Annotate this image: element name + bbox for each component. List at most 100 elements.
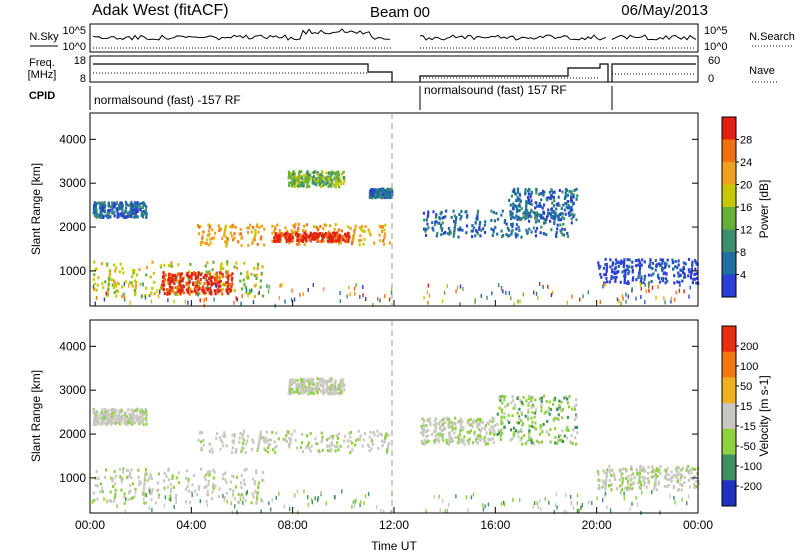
data-cell bbox=[302, 184, 305, 188]
data-cell bbox=[621, 479, 624, 483]
y-tick-label: 4000 bbox=[59, 339, 86, 353]
colorbar-swatch bbox=[722, 351, 736, 378]
data-cell bbox=[527, 198, 530, 202]
data-cell bbox=[223, 496, 226, 500]
data-cell bbox=[115, 409, 118, 413]
data-cell bbox=[240, 473, 243, 477]
data-cell bbox=[517, 209, 521, 213]
data-cell bbox=[556, 223, 559, 227]
data-cell bbox=[654, 259, 657, 263]
data-cell bbox=[519, 438, 522, 442]
data-cell bbox=[110, 408, 113, 412]
data-cell bbox=[365, 297, 367, 301]
data-cell bbox=[299, 292, 301, 297]
data-cell bbox=[238, 232, 241, 236]
data-cell bbox=[197, 225, 201, 229]
data-cell bbox=[661, 267, 664, 270]
data-cell bbox=[604, 481, 607, 485]
data-cell bbox=[268, 501, 270, 506]
data-cell bbox=[101, 490, 104, 494]
data-cell bbox=[642, 469, 645, 473]
data-cell bbox=[115, 284, 118, 289]
data-cell bbox=[92, 409, 95, 413]
data-cell bbox=[694, 467, 697, 471]
data-cell bbox=[213, 236, 216, 240]
data-cell bbox=[204, 277, 207, 281]
data-cell bbox=[136, 407, 139, 411]
data-cell bbox=[114, 412, 117, 415]
data-cell bbox=[300, 239, 303, 243]
data-cell bbox=[384, 223, 387, 227]
data-cell bbox=[241, 294, 243, 299]
data-cell bbox=[351, 441, 354, 445]
data-cell bbox=[492, 427, 495, 431]
data-cell bbox=[692, 482, 696, 486]
data-cell bbox=[559, 229, 562, 233]
data-cell bbox=[253, 235, 256, 239]
data-cell bbox=[380, 188, 383, 192]
data-cell bbox=[670, 296, 673, 301]
data-cell bbox=[174, 291, 177, 295]
data-cell bbox=[616, 270, 619, 274]
data-cell bbox=[557, 218, 560, 222]
data-cell bbox=[321, 231, 324, 235]
data-cell bbox=[326, 237, 329, 241]
data-cell bbox=[455, 494, 457, 499]
data-cell bbox=[307, 495, 309, 500]
data-cell bbox=[564, 202, 567, 206]
data-cell bbox=[605, 265, 609, 269]
data-cell bbox=[614, 278, 617, 281]
data-cell bbox=[623, 260, 626, 264]
data-cell bbox=[426, 434, 429, 438]
data-cell bbox=[131, 496, 134, 500]
data-cell bbox=[259, 430, 262, 434]
data-cell bbox=[446, 232, 449, 235]
data-cell bbox=[137, 468, 140, 472]
data-cell bbox=[609, 508, 612, 513]
data-cell bbox=[641, 475, 644, 479]
data-cell bbox=[533, 425, 536, 429]
data-cell bbox=[515, 210, 519, 214]
data-cell bbox=[216, 432, 219, 436]
data-cell bbox=[235, 475, 239, 479]
data-cell bbox=[137, 215, 140, 219]
data-cell bbox=[672, 484, 675, 488]
data-cell bbox=[309, 173, 312, 177]
data-cell bbox=[210, 237, 214, 240]
data-cell bbox=[549, 219, 552, 223]
data-cell bbox=[101, 421, 104, 425]
data-cell bbox=[570, 433, 573, 437]
data-cell bbox=[205, 499, 208, 503]
data-cell bbox=[503, 412, 506, 416]
data-cell bbox=[92, 211, 95, 215]
data-cell bbox=[534, 408, 538, 412]
data-cell bbox=[216, 288, 219, 292]
data-cell bbox=[189, 263, 192, 266]
data-cell bbox=[438, 434, 441, 438]
data-cell bbox=[116, 214, 119, 218]
data-cell bbox=[133, 269, 136, 273]
data-cell bbox=[522, 434, 526, 438]
data-cell bbox=[198, 232, 201, 236]
data-cell bbox=[350, 242, 353, 246]
data-cell bbox=[226, 499, 228, 504]
data-cell bbox=[309, 178, 312, 182]
data-cell bbox=[663, 468, 666, 472]
data-cell bbox=[94, 207, 97, 211]
data-cell bbox=[500, 501, 503, 506]
data-cell bbox=[484, 504, 486, 509]
data-cell bbox=[422, 428, 425, 432]
data-cell bbox=[675, 474, 678, 478]
data-cell bbox=[542, 203, 546, 207]
data-cell bbox=[274, 227, 277, 231]
data-cell bbox=[185, 282, 187, 287]
data-cell bbox=[535, 201, 538, 205]
data-cell bbox=[435, 425, 438, 429]
data-cell bbox=[157, 488, 160, 492]
data-cell bbox=[229, 231, 232, 235]
data-cell bbox=[221, 477, 224, 481]
data-cell bbox=[255, 277, 258, 280]
data-cell bbox=[524, 217, 527, 221]
data-cell bbox=[94, 201, 97, 205]
